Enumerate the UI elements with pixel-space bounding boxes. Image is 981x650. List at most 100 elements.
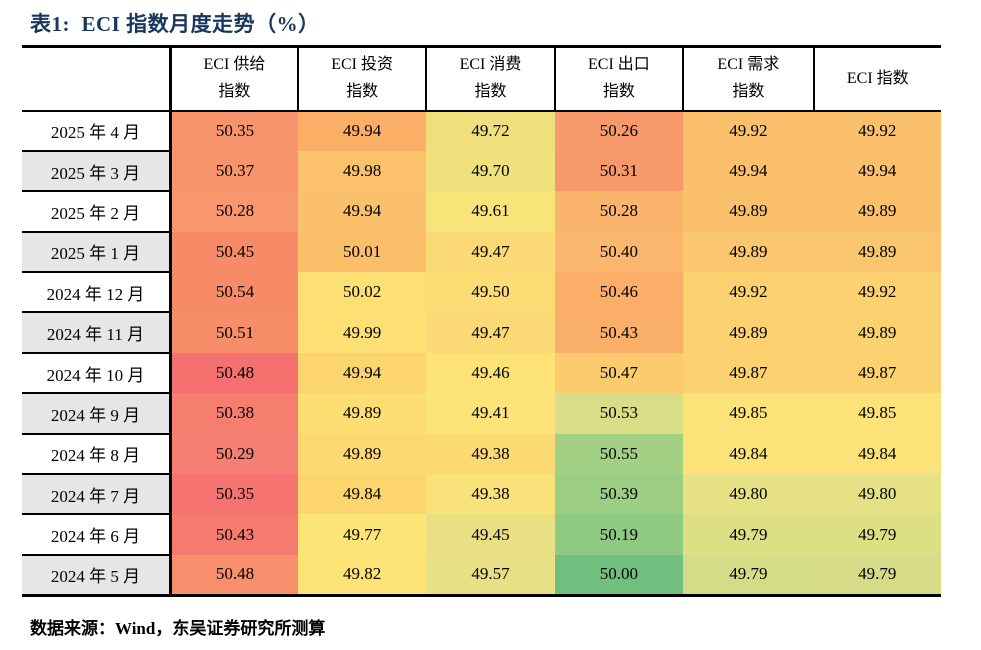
value-cell: 49.89 (813, 312, 941, 353)
value-cell: 50.01 (297, 231, 427, 273)
column-header: ECI 出口 指数 (553, 46, 684, 112)
value-cell: 49.98 (297, 150, 427, 192)
value-cell: 50.37 (170, 150, 298, 192)
value-cell: 49.82 (297, 554, 427, 596)
row-label: 2024 年 7 月 (22, 474, 172, 516)
value-cell: 50.29 (170, 433, 298, 475)
table-row: 2024 年 7 月 50.35 49.84 49.38 50.39 49.80 49.80 (22, 474, 941, 516)
value-cell: 49.89 (297, 433, 427, 475)
value-cell: 49.89 (297, 393, 427, 434)
value-cell: 50.45 (170, 231, 298, 273)
report-table-block: 表1: ECI 指数月度走势（%） ECI 供给 指数 ECI 投资 指数 ECI 消费… (22, 8, 942, 639)
value-cell: 49.47 (426, 231, 555, 273)
column-header-line: 指数 (218, 82, 251, 100)
value-cell: 50.26 (554, 110, 684, 151)
row-label: 2024 年 6 月 (22, 514, 172, 556)
value-cell: 49.38 (426, 474, 555, 515)
value-cell: 49.87 (813, 352, 941, 394)
column-header-line: ECI 投资 (331, 56, 393, 74)
value-cell: 50.00 (554, 554, 684, 596)
column-header-line: ECI 供给 (203, 56, 266, 74)
value-cell: 49.89 (813, 231, 941, 273)
value-cell: 50.19 (554, 514, 684, 555)
row-label: 2025 年 1 月 (22, 231, 172, 274)
row-label: 2024 年 11 月 (22, 312, 172, 354)
value-cell: 50.02 (297, 272, 427, 313)
table-title: 表1: ECI 指数月度走势（%） (30, 12, 320, 36)
column-header-line: ECI 指数 (846, 69, 909, 87)
value-cell: 50.28 (170, 191, 298, 232)
value-cell: 50.54 (170, 272, 298, 313)
value-cell: 49.94 (297, 110, 427, 151)
value-cell: 49.85 (683, 393, 814, 434)
value-cell: 50.48 (170, 554, 298, 596)
value-cell: 49.89 (683, 312, 814, 353)
column-header-line: 指数 (732, 82, 765, 100)
value-cell: 49.89 (813, 191, 941, 232)
row-label: 2024 年 10 月 (22, 352, 172, 395)
value-cell: 49.50 (426, 272, 555, 313)
column-header-line: 指数 (346, 82, 379, 100)
value-cell: 50.43 (554, 312, 684, 353)
column-header: ECI 需求 指数 (682, 46, 814, 112)
value-cell: 49.79 (813, 514, 941, 555)
value-cell: 50.39 (554, 474, 684, 515)
value-cell: 49.41 (426, 393, 555, 434)
value-cell: 49.92 (813, 110, 941, 151)
value-cell: 49.85 (813, 393, 941, 434)
value-cell: 49.57 (426, 554, 555, 596)
value-cell: 49.84 (683, 433, 814, 475)
row-label: 2025 年 4 月 (22, 110, 172, 152)
value-cell: 49.94 (813, 150, 941, 192)
value-cell: 50.43 (170, 514, 298, 555)
table-row: 2024 年 9 月 50.38 49.89 49.41 50.53 49.85 49.85 (22, 393, 941, 435)
header-corner-cell (22, 46, 171, 112)
table-row: 2024 年 11 月 50.51 49.99 49.47 50.43 49.89 49.8… (22, 312, 941, 354)
table-row: 2025 年 3 月 50.37 49.98 49.70 50.31 49.94 49.94 (22, 150, 941, 193)
eci-monthly-index-table: ECI 供给 指数 ECI 投资 指数 ECI 消费 指数 ECI 出口 指数 ECI 需求 指数… (22, 45, 941, 597)
column-header-line: ECI 需求 (717, 56, 780, 74)
row-label: 2025 年 2 月 (22, 191, 172, 233)
column-header-line: ECI 出口 (588, 56, 650, 74)
row-label: 2024 年 9 月 (22, 393, 172, 435)
table-header: ECI 供给 指数 ECI 投资 指数 ECI 消费 指数 ECI 出口 指数 ECI 需求 指数… (22, 46, 941, 112)
value-cell: 50.46 (554, 272, 684, 313)
value-cell: 49.47 (426, 312, 555, 353)
value-cell: 49.89 (683, 231, 814, 273)
value-cell: 50.55 (554, 433, 684, 475)
column-header-line: 指数 (474, 82, 507, 100)
value-cell: 49.84 (297, 474, 427, 515)
column-header: ECI 投资 指数 (296, 46, 427, 112)
row-label: 2024 年 12 月 (22, 272, 172, 314)
value-cell: 50.35 (170, 110, 298, 151)
value-cell: 49.45 (426, 514, 555, 555)
value-cell: 49.70 (426, 150, 555, 192)
table-row: 2024 年 10 月 50.48 49.94 49.46 50.47 49.87 49.8… (22, 352, 941, 395)
column-header-line: 指数 (602, 82, 635, 100)
value-cell: 49.94 (297, 352, 427, 394)
row-label: 2025 年 3 月 (22, 150, 172, 193)
table-row: 2025 年 2 月 50.28 49.94 49.61 50.28 49.89 49.89 (22, 191, 941, 233)
table-row: 2025 年 4 月 50.35 49.94 49.72 50.26 49.92 49.92 (22, 110, 941, 152)
table-row: 2024 年 6 月 50.43 49.77 49.45 50.19 49.79 49.79 (22, 514, 941, 556)
value-cell: 50.35 (170, 474, 298, 515)
value-cell: 49.80 (813, 474, 941, 515)
column-header: ECI 指数 (812, 46, 941, 112)
row-label: 2024 年 5 月 (22, 554, 172, 597)
value-cell: 49.77 (297, 514, 427, 555)
value-cell: 50.53 (554, 393, 684, 434)
data-source-note: 数据来源：Wind，东吴证券研究所测算 (30, 618, 326, 638)
table-row: 2025 年 1 月 50.45 50.01 49.47 50.40 49.89 49.89 (22, 231, 941, 274)
value-cell: 49.80 (683, 474, 814, 515)
value-cell: 50.48 (170, 352, 298, 394)
value-cell: 49.61 (426, 191, 555, 232)
table-body: 2025 年 4 月 50.35 49.94 49.72 50.26 49.92 49.92… (22, 110, 941, 597)
value-cell: 49.92 (813, 272, 941, 313)
value-cell: 49.79 (683, 554, 814, 596)
value-cell: 49.87 (683, 352, 814, 394)
row-label: 2024 年 8 月 (22, 433, 172, 476)
table-row: 2024 年 12 月 50.54 50.02 49.50 50.46 49.92 49.9… (22, 272, 941, 314)
value-cell: 50.47 (554, 352, 684, 394)
value-cell: 49.92 (683, 110, 814, 151)
value-cell: 49.79 (813, 554, 941, 596)
